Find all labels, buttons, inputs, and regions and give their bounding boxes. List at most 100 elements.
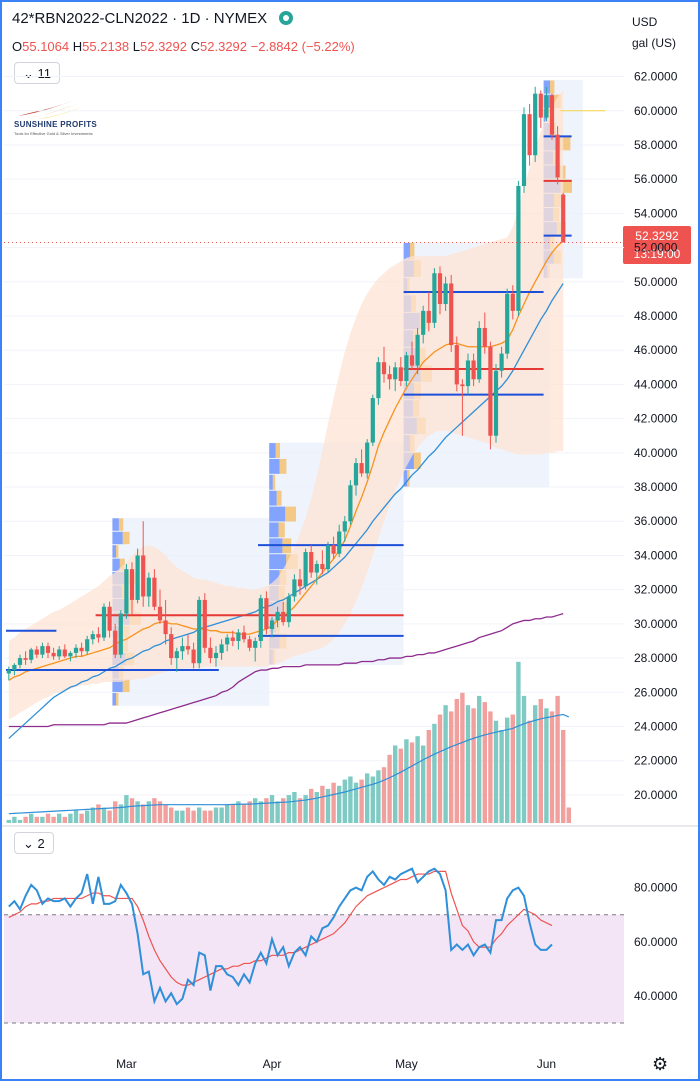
settings-gear-icon[interactable]: ⚙: [652, 1054, 669, 1074]
time-axis-label: May: [395, 1057, 418, 1071]
volume-profile-bar-up: [112, 545, 116, 558]
price-axis-tick: 56.0000: [634, 172, 678, 186]
candle-body: [101, 606, 107, 638]
volume-profile-bar-down: [407, 470, 410, 487]
candle-body: [208, 647, 213, 659]
candle-body: [460, 384, 465, 387]
volume-bar: [365, 773, 370, 823]
high-label: H: [72, 39, 83, 54]
price-units: USD gal (US): [632, 12, 676, 54]
oscillator-axis-tick: 80.0000: [634, 881, 678, 895]
volume-profile-bar-down: [559, 137, 571, 151]
symbol-label: 42*RBN2022-CLN2022 · 1D · NYMEX: [12, 10, 268, 27]
candle-body: [303, 552, 308, 587]
volume-bar: [174, 810, 179, 823]
volume-bar: [12, 816, 17, 823]
volume-bar: [107, 810, 112, 823]
candle-body: [202, 599, 207, 648]
volume-bar: [309, 788, 314, 823]
volume-bar: [236, 801, 241, 823]
candle-body: [482, 327, 487, 347]
volume-bar: [51, 816, 56, 823]
candle-body: [269, 620, 275, 629]
close-value: 52.3292: [200, 39, 248, 54]
candle-body: [387, 374, 392, 380]
stochastic-k-line: [8, 867, 553, 1006]
open-value: 55.1064: [22, 39, 70, 54]
candle-body: [247, 639, 252, 648]
candle-body: [465, 360, 471, 387]
candle-body: [320, 564, 325, 570]
volume-profile-bar-up: [269, 570, 280, 586]
candle-body: [555, 134, 560, 178]
candle-body: [404, 355, 409, 381]
price-axis-tick: 44.0000: [634, 377, 678, 391]
volume-bar: [275, 801, 280, 823]
price-axis-tick: 20.0000: [634, 788, 678, 802]
price-axis-tick: 50.0000: [634, 275, 678, 289]
volume-bar: [219, 807, 224, 823]
candle-body: [157, 606, 163, 621]
candle-body: [471, 360, 476, 380]
candle-body: [398, 367, 403, 381]
volume-bar: [432, 723, 437, 823]
candle-body: [286, 596, 291, 623]
volume-bar: [29, 813, 34, 823]
ohlc-legend: O55.1064 H55.2138 L52.3292 C52.3292 −2.8…: [12, 39, 355, 54]
volume-bar: [393, 745, 398, 823]
candle-body: [376, 362, 381, 399]
candle-body: [527, 114, 532, 156]
candle-body: [381, 362, 387, 375]
volume-bar: [34, 816, 39, 823]
volume-profile-bar-down: [116, 545, 119, 558]
candle-body: [118, 613, 123, 655]
candle-body: [510, 293, 515, 311]
candle-body: [146, 577, 151, 597]
time-axis-label: Jun: [537, 1057, 556, 1071]
candle-body: [342, 521, 347, 532]
chevron-down-icon: ⌄: [23, 836, 34, 851]
price-axis-tick: 52.0000: [634, 241, 678, 255]
volume-bar: [331, 782, 336, 823]
volume-bar: [62, 816, 67, 823]
volume-bar: [538, 699, 543, 823]
volume-bar: [521, 695, 527, 823]
logo-tagline: Tools for Effective Gold & Silver Invest…: [14, 131, 93, 136]
volume-bar: [337, 785, 342, 823]
volume-profile-bar-down: [275, 443, 280, 458]
volume-profile-bar-up: [112, 679, 123, 693]
volume-bar: [549, 711, 555, 823]
candle-body: [241, 632, 247, 640]
volume-profile-bar-up: [112, 518, 119, 531]
symbol-title[interactable]: 42*RBN2022-CLN2022 · 1D · NYMEX: [12, 10, 294, 27]
time-axis-label: Apr: [263, 1057, 282, 1071]
stochastic-band-fill: [4, 914, 624, 1024]
volume-bar: [96, 804, 101, 823]
volume-bar: [544, 708, 549, 823]
indicators-toggle-button[interactable]: ⌄ 11: [14, 62, 61, 84]
volume-bar: [415, 736, 420, 823]
market-status-icon: [279, 11, 294, 25]
volume-profile-bar-down: [278, 522, 285, 538]
volume-profile-bar-up: [269, 490, 277, 506]
candle-body: [297, 579, 303, 587]
candle-body: [331, 545, 336, 554]
volume-bar: [146, 801, 151, 823]
oscillator-toggle-button[interactable]: ⌄ 2: [14, 832, 54, 854]
candle-body: [359, 463, 364, 474]
candle-body: [325, 545, 331, 570]
candle-body: [292, 579, 297, 597]
candle-body: [365, 442, 370, 474]
volume-bar: [449, 711, 454, 823]
price-axis-tick: 40.0000: [634, 446, 678, 460]
volume-profile-bar-up: [269, 458, 280, 474]
candle-body: [29, 649, 34, 660]
candle-body: [17, 658, 23, 665]
volume-profile-bar-up: [269, 443, 276, 458]
volume-bar: [152, 798, 157, 823]
volume-bar: [286, 795, 291, 823]
volume-profile-bar-up: [112, 693, 116, 706]
volume-bar: [320, 785, 325, 823]
bollinger-band-fill: [8, 90, 564, 720]
